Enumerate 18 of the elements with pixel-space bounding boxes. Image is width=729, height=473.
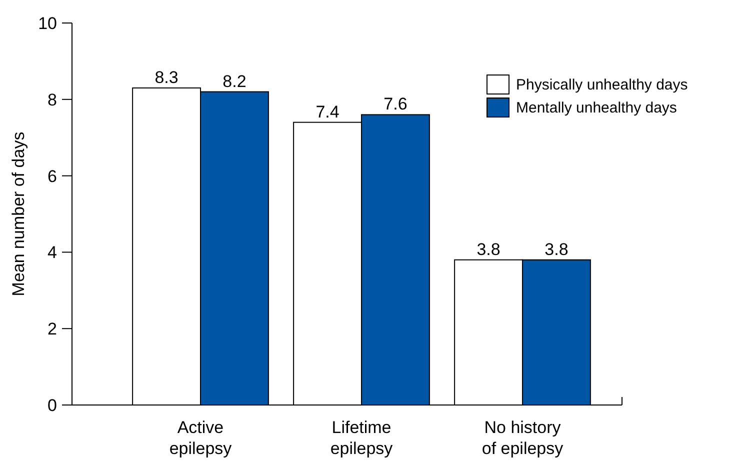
legend-label: Physically unhealthy days <box>516 76 688 94</box>
y-tick-label: 8 <box>48 90 57 110</box>
x-tick-label: Lifetime epilepsy <box>330 418 394 458</box>
data-label: 7.6 <box>384 94 408 114</box>
data-label: 3.8 <box>544 240 568 259</box>
y-tick-label: 10 <box>38 14 57 33</box>
y-tick-label: 4 <box>48 243 57 262</box>
x-tick-label: Active epilepsy <box>169 418 232 458</box>
y-tick-label: 2 <box>48 320 57 339</box>
legend-label: Mentally unhealthy days <box>516 99 677 116</box>
data-label: 3.8 <box>476 240 500 259</box>
y-axis-title: Mean number of days <box>9 132 28 296</box>
data-label: 7.4 <box>316 102 340 122</box>
y-tick-label: 6 <box>48 166 57 186</box>
data-label: 8.2 <box>222 72 246 91</box>
data-label: 8.3 <box>154 68 178 87</box>
y-tick-label: 0 <box>48 396 57 415</box>
x-tick-label: No history of epilepsy <box>482 418 564 458</box>
